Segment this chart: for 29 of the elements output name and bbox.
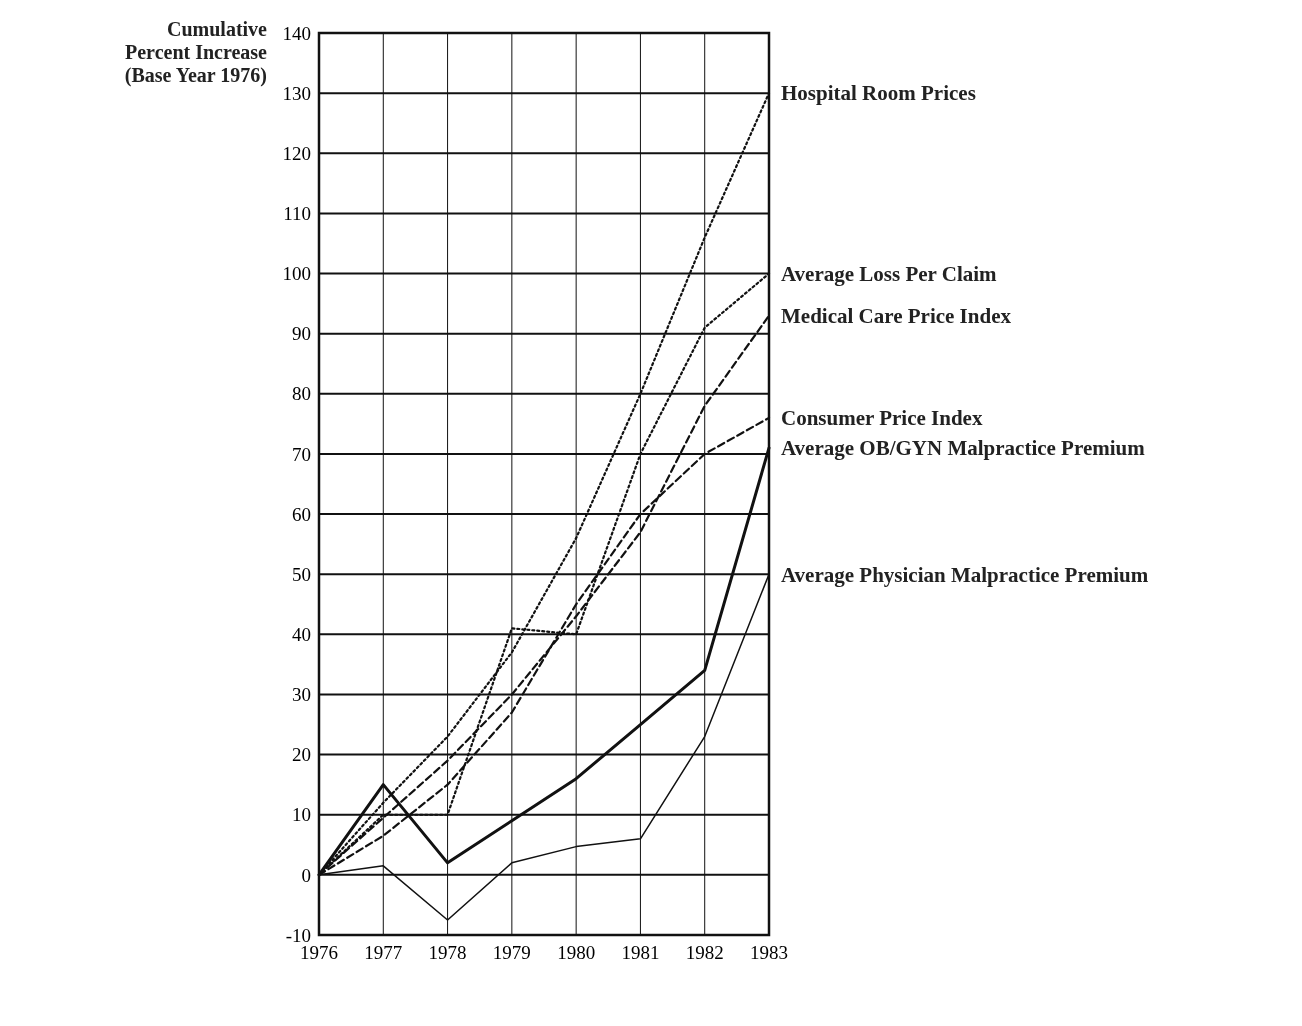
x-tick-label: 1977 — [364, 942, 403, 963]
series-label: Medical Care Price Index — [781, 303, 1012, 328]
y-tick-label: 90 — [292, 323, 311, 345]
series-label: Hospital Room Prices — [781, 81, 976, 106]
series-label: Average OB/GYN Malpractice Premium — [781, 436, 1146, 461]
y-tick-label: 30 — [292, 684, 311, 706]
series-label: Consumer Price Index — [781, 406, 983, 431]
series-label: Average Loss Per Claim — [781, 261, 998, 286]
y-tick-label: 120 — [282, 142, 311, 164]
y-tick-label: 110 — [283, 203, 311, 225]
y-tick-label: 40 — [292, 623, 311, 645]
y-tick-label: 80 — [292, 383, 311, 405]
y-tick-label: 60 — [292, 503, 311, 525]
y-axis-title: Cumulative Percent Increase (Base Year 1976) — [124, 18, 268, 87]
y-tick-label: 70 — [292, 443, 311, 465]
y-tick-label: 10 — [292, 804, 311, 826]
x-tick-label: 1980 — [557, 942, 596, 963]
y-tick-label: 100 — [282, 263, 311, 285]
series-label: Average Physician Malpractice Premium — [781, 562, 1149, 587]
x-tick-label: 1982 — [685, 942, 724, 963]
x-tick-label: 1978 — [428, 942, 467, 963]
y-tick-label: 50 — [292, 563, 311, 585]
x-tick-label: 1981 — [621, 942, 660, 963]
x-tick-label: 1983 — [750, 942, 788, 963]
y-tick-label: 130 — [282, 82, 311, 104]
x-tick-label: 1979 — [492, 942, 531, 963]
y-tick-label: 20 — [292, 744, 311, 766]
y-tick-label: 0 — [301, 864, 311, 886]
y-tick-label: 140 — [282, 22, 311, 44]
